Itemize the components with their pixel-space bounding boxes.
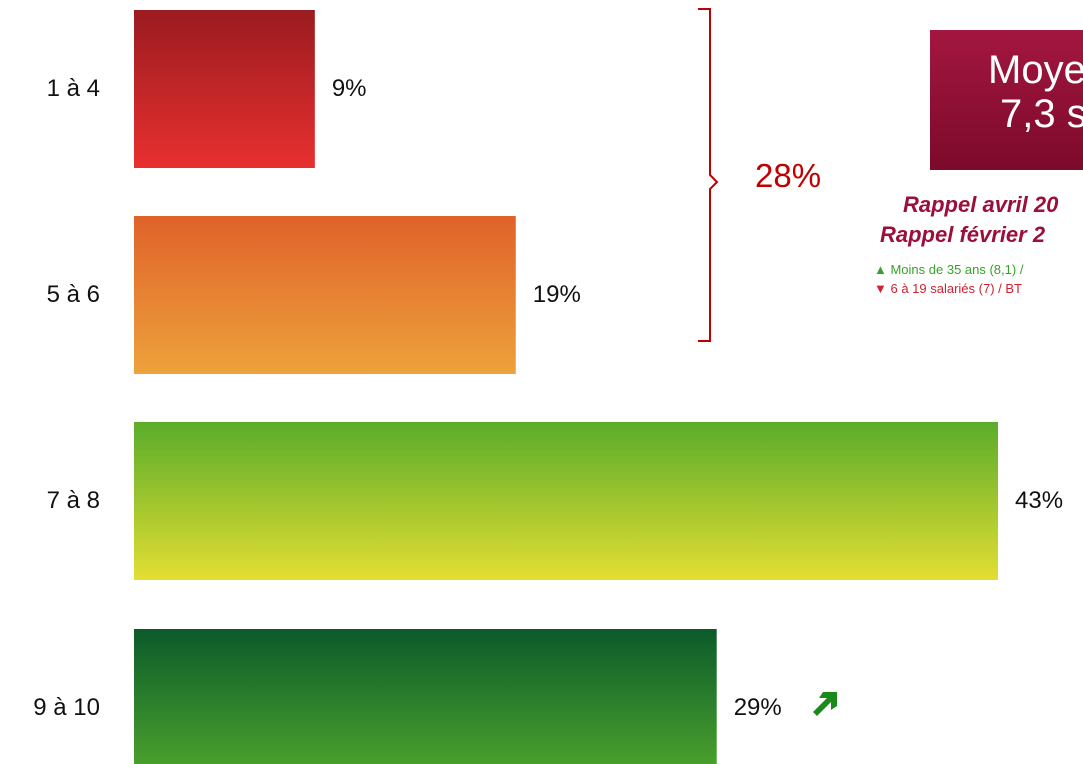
- value-label: 29%: [733, 694, 782, 721]
- note-up: ▲ Moins de 35 ans (8,1) /: [874, 262, 1024, 277]
- value-label: 9%: [331, 75, 367, 102]
- value-label: 19%: [532, 281, 581, 308]
- average-title: Moyen: [988, 48, 1083, 92]
- category-label: 7 à 8: [46, 487, 100, 514]
- trend-up-arrow-icon: [812, 692, 837, 716]
- bar-4: [134, 629, 717, 764]
- average-box: Moyen 7,3 s: [930, 30, 1083, 170]
- recall-april: Rappel avril 20: [903, 192, 1059, 217]
- group-bracket: [698, 8, 719, 342]
- category-label: 5 à 6: [46, 281, 100, 308]
- recall-february: Rappel février 2: [880, 222, 1046, 247]
- bar-1: [134, 10, 315, 168]
- value-label: 43%: [1015, 487, 1064, 514]
- bar-2: [134, 216, 516, 374]
- bracket-line: [698, 8, 719, 342]
- note-down: ▼ 6 à 19 salariés (7) / BT: [874, 281, 1022, 296]
- category-label: 1 à 4: [46, 75, 100, 102]
- bar-3: [134, 422, 998, 580]
- category-label: 9 à 10: [33, 694, 100, 721]
- bracket-total-label: 28%: [755, 157, 822, 194]
- average-value: 7,3 s: [1000, 92, 1083, 136]
